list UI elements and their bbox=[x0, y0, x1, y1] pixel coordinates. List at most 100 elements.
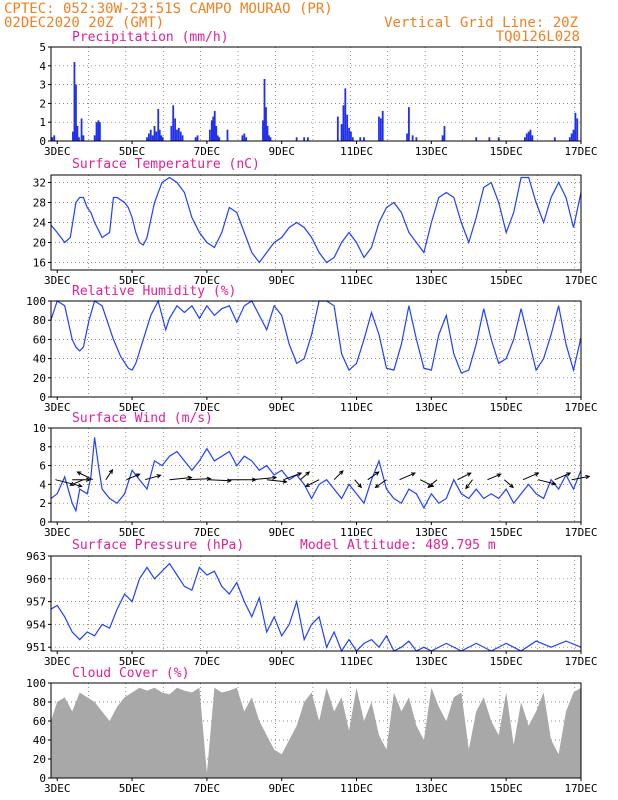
precip-bar bbox=[213, 110, 216, 141]
header-model: TQ0126L028 bbox=[496, 29, 580, 45]
wind-vector bbox=[77, 471, 94, 481]
wind-vector bbox=[522, 472, 539, 481]
x-tick-label: 15DEC bbox=[490, 145, 523, 158]
x-tick-label: 11DEC bbox=[340, 526, 373, 539]
x-tick-label: 9DEC bbox=[268, 401, 295, 414]
wind-vector bbox=[305, 479, 320, 487]
wind-line bbox=[50, 437, 582, 513]
wind-vector-head bbox=[304, 482, 310, 487]
wind-vector bbox=[554, 472, 571, 481]
precip-bar bbox=[527, 131, 530, 141]
wind-vector-head bbox=[272, 475, 278, 480]
precip-bar bbox=[269, 137, 272, 141]
wind-vector bbox=[375, 479, 387, 488]
panel-frame bbox=[50, 427, 582, 523]
x-tick-label: 17DEC bbox=[564, 401, 597, 414]
x-tick-label: 5DEC bbox=[119, 655, 146, 668]
wind-vector bbox=[487, 473, 501, 481]
x-tick-label: 13DEC bbox=[415, 145, 448, 158]
panel-title: Relative Humidity (%) bbox=[72, 284, 236, 299]
x-tick-label: 11DEC bbox=[340, 401, 373, 414]
y-tick-label: 963 bbox=[26, 550, 46, 563]
wind-vector bbox=[465, 479, 473, 489]
wind-vector bbox=[300, 471, 310, 481]
x-tick-label: 15DEC bbox=[490, 526, 523, 539]
precip-bar bbox=[263, 78, 266, 141]
precip-bar bbox=[443, 125, 446, 141]
wind-vector-head bbox=[76, 471, 82, 476]
y-tick-label: 954 bbox=[26, 618, 46, 631]
precip-bar bbox=[265, 107, 267, 141]
precip-bar bbox=[346, 114, 349, 141]
wind-vector-head bbox=[374, 471, 380, 476]
y-tick-label: 8 bbox=[39, 441, 46, 454]
panel-wind: 0 2 4 6 8 10 3DEC 5DEC 7DEC 9DEC 11DEC 13DEC 15DEC 17… bbox=[33, 411, 598, 539]
precip-bar bbox=[408, 107, 410, 141]
y-tick-label: 0 bbox=[39, 772, 46, 785]
precip-bar bbox=[348, 127, 350, 141]
y-tick-label: 20 bbox=[33, 237, 46, 250]
x-tick-label: 11DEC bbox=[340, 274, 373, 287]
precip-bar bbox=[174, 118, 176, 141]
y-tick-label: 2 bbox=[39, 97, 46, 110]
panel-title: Precipitation (mm/h) bbox=[72, 30, 229, 45]
wind-vector-head bbox=[410, 472, 417, 477]
x-tick-label: 5DEC bbox=[119, 401, 146, 414]
precip-bar bbox=[415, 137, 418, 141]
wind-vector-head bbox=[85, 477, 91, 482]
x-tick-label: 9DEC bbox=[268, 274, 295, 287]
wind-vector-head bbox=[466, 472, 472, 477]
precip-bar bbox=[340, 124, 343, 141]
wind-vector-head bbox=[187, 475, 193, 481]
temp-line bbox=[50, 176, 582, 264]
wind-vector bbox=[145, 474, 161, 481]
header-station: CPTEC: 052:30W-23:51S CAMPO MOURAO (PR) bbox=[4, 1, 333, 17]
wind-vector-head bbox=[305, 471, 311, 476]
x-tick-label: 15DEC bbox=[490, 655, 523, 668]
wind-vector-head bbox=[496, 473, 502, 478]
precip-bar bbox=[488, 137, 491, 141]
x-tick-label: 7DEC bbox=[194, 145, 221, 158]
x-tick-label: 11DEC bbox=[340, 655, 373, 668]
x-tick-label: 9DEC bbox=[268, 526, 295, 539]
precip-bar bbox=[80, 118, 83, 141]
wind-vector bbox=[55, 479, 82, 487]
x-tick-label: 7DEC bbox=[194, 782, 221, 795]
precip-bar bbox=[210, 120, 213, 141]
precip-bar bbox=[176, 129, 178, 141]
wind-vector-head bbox=[156, 474, 162, 479]
y-tick-label: 1 bbox=[39, 116, 46, 129]
wind-vector bbox=[354, 479, 362, 488]
panel-title: Cloud Cover (%) bbox=[72, 666, 189, 681]
precip-bar bbox=[342, 105, 345, 141]
wind-vector bbox=[571, 475, 590, 481]
wind-vector-head bbox=[534, 472, 540, 477]
x-tick-label: 3DEC bbox=[44, 274, 71, 287]
wind-vector bbox=[126, 473, 140, 481]
wind-vector-head bbox=[108, 468, 114, 474]
precip-bar bbox=[218, 137, 221, 141]
precip-bar bbox=[303, 137, 306, 141]
wind-vector bbox=[503, 479, 514, 488]
precip-bar bbox=[406, 133, 408, 141]
x-tick-label: 5DEC bbox=[119, 782, 146, 795]
precip-bar bbox=[51, 137, 54, 141]
x-tick-label: 15DEC bbox=[490, 401, 523, 414]
precip-bar bbox=[157, 109, 160, 141]
x-tick-label: 17DEC bbox=[564, 274, 597, 287]
wind-vector bbox=[333, 470, 344, 481]
x-tick-label: 17DEC bbox=[564, 526, 597, 539]
panel-frame bbox=[50, 300, 582, 398]
x-tick-label: 5DEC bbox=[119, 274, 146, 287]
precip-bar bbox=[350, 131, 352, 141]
y-tick-label: 80 bbox=[33, 314, 46, 327]
y-tick-label: 3 bbox=[39, 79, 46, 92]
y-tick-label: 40 bbox=[33, 353, 46, 366]
y-tick-label: 100 bbox=[26, 295, 46, 308]
precip-bar bbox=[363, 137, 365, 141]
precip-bar bbox=[78, 137, 80, 141]
header-grid-note: Vertical Grid Line: 20Z bbox=[384, 15, 578, 31]
precip-bar bbox=[177, 127, 180, 141]
y-tick-label: 80 bbox=[33, 696, 46, 709]
wind-vector-head bbox=[551, 481, 557, 486]
